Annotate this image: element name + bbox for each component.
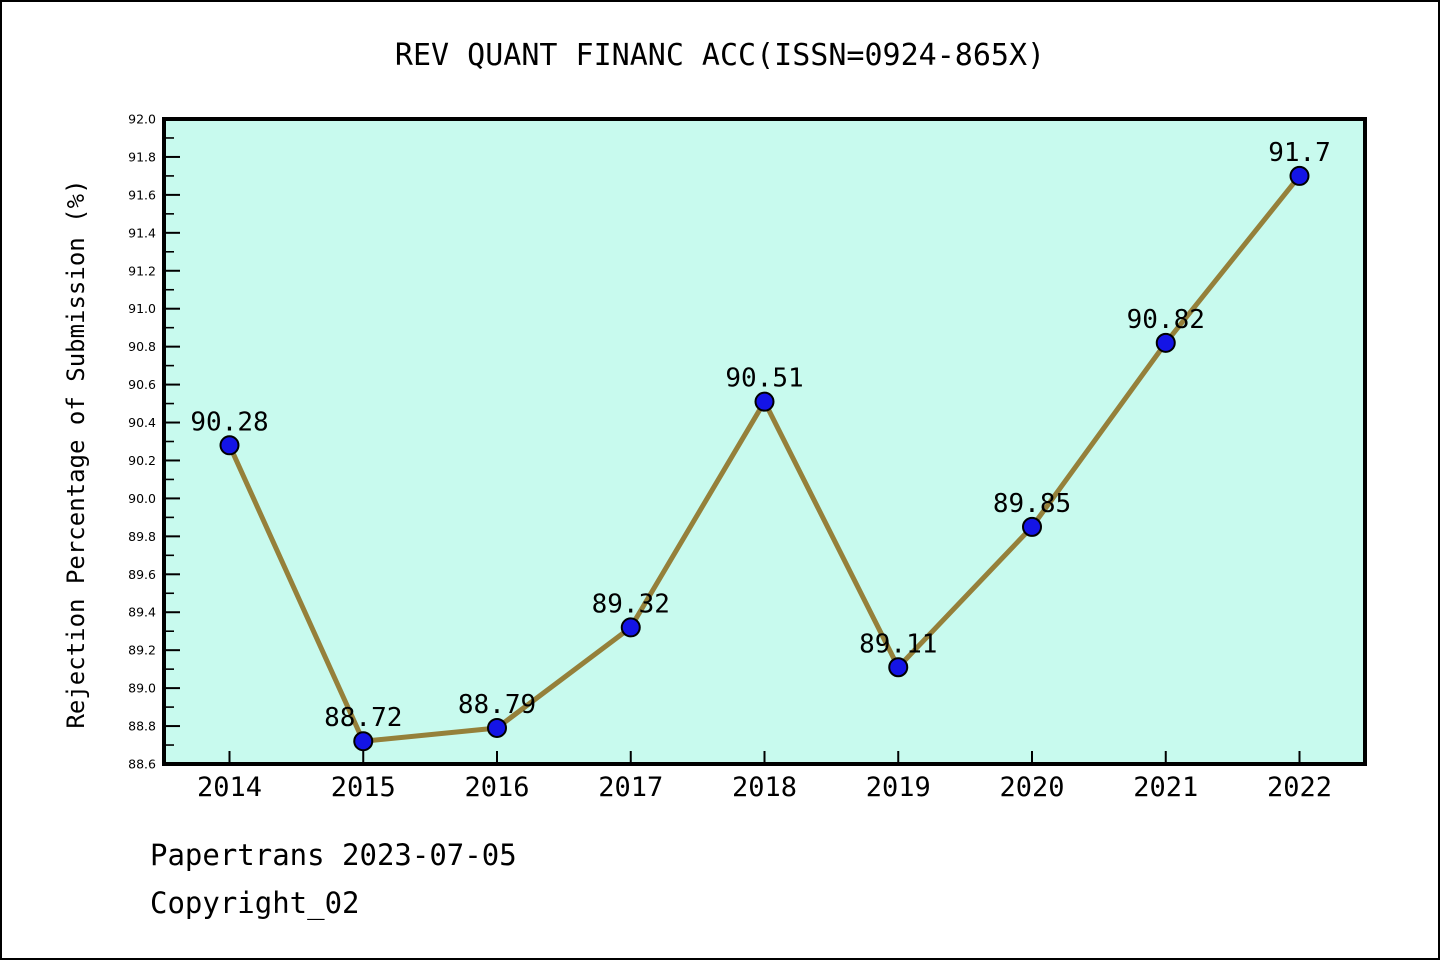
data-point-label: 90.28	[190, 407, 268, 437]
data-point	[1155, 332, 1176, 353]
data-point	[754, 391, 775, 412]
x-tick-label: 2017	[598, 772, 663, 803]
y-tick-label: 92.0	[128, 112, 156, 127]
data-point-label: 90.51	[725, 364, 803, 394]
y-tick-label: 89.0	[128, 681, 156, 696]
footer-source-date: Papertrans 2023-07-05	[150, 838, 517, 872]
y-tick-label: 90.0	[128, 491, 156, 506]
y-tick-label: 90.2	[128, 453, 156, 468]
x-tick-label: 2015	[331, 772, 396, 803]
data-point-label: 89.32	[592, 589, 670, 619]
data-point-label: 89.11	[859, 629, 937, 659]
data-point	[1289, 165, 1310, 186]
data-point-label: 88.72	[324, 703, 402, 733]
footer-copyright: Copyright_02	[150, 886, 360, 920]
data-point-label: 91.7	[1268, 138, 1331, 168]
x-tick-label: 2016	[464, 772, 529, 803]
chart-title: REV QUANT FINANC ACC(ISSN=0924-865X)	[394, 38, 1046, 73]
y-tick-label: 89.4	[128, 605, 156, 620]
data-point-label: 90.82	[1127, 305, 1205, 335]
y-tick-label: 91.2	[128, 263, 156, 278]
data-point	[353, 731, 374, 752]
plot-background	[162, 117, 1367, 766]
x-tick-label: 2021	[1133, 772, 1198, 803]
y-tick-label: 90.8	[128, 339, 156, 354]
y-tick-label: 91.0	[128, 301, 156, 316]
data-point-label: 88.79	[458, 690, 536, 720]
data-point	[219, 435, 240, 456]
data-point-label: 89.85	[993, 489, 1071, 519]
data-point	[1022, 516, 1042, 537]
data-point	[487, 717, 507, 738]
y-tick-label: 89.6	[128, 567, 156, 582]
x-tick-label: 2014	[197, 772, 262, 803]
y-tick-label: 89.8	[128, 529, 156, 544]
y-tick-label: 91.4	[128, 225, 156, 240]
x-tick-label: 2018	[732, 772, 797, 803]
x-tick-label: 2020	[999, 772, 1064, 803]
data-point	[620, 617, 641, 638]
y-tick-label: 89.2	[128, 643, 156, 658]
data-point	[888, 657, 909, 678]
y-tick-label: 88.8	[128, 719, 156, 734]
x-tick-label: 2022	[1267, 772, 1332, 803]
y-tick-label: 91.6	[128, 187, 156, 202]
y-tick-label: 90.4	[128, 415, 156, 430]
y-tick-label: 88.6	[128, 757, 156, 772]
y-tick-label: 91.8	[128, 149, 156, 164]
y-tick-label: 90.6	[128, 377, 156, 392]
x-tick-label: 2019	[866, 772, 931, 803]
